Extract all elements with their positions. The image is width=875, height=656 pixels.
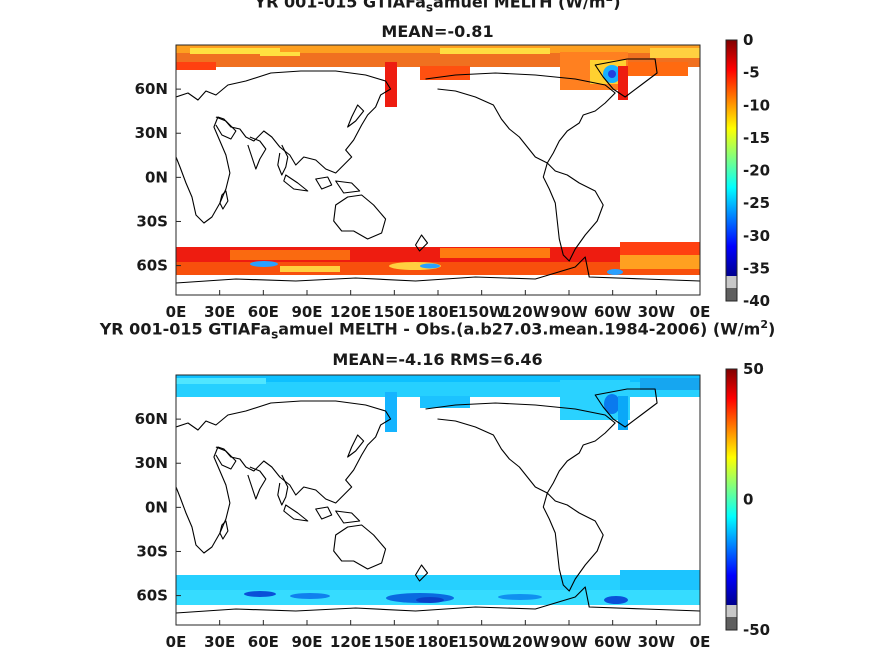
x-tick-label: 120W <box>501 633 549 651</box>
x-tick-label: 120E <box>330 633 372 651</box>
panel2-antarctic-diff-field <box>176 570 700 605</box>
colorbar-tick-label: -35 <box>743 259 770 277</box>
x-tick-label: 0E <box>166 633 187 651</box>
x-tick-label: 150W <box>458 633 506 651</box>
colorbar-tick-label: -10 <box>743 96 770 114</box>
colorbar-tick-label: -20 <box>743 162 770 180</box>
y-tick-label: 0N <box>145 498 168 516</box>
panel2-colorbar <box>725 368 738 631</box>
x-tick-label: 90E <box>291 633 322 651</box>
colorbar-tick-label: 0 <box>743 31 753 49</box>
panel2-y-axis: 60N 30N 0N 30S 60S <box>135 410 181 605</box>
panel2-subtitle: MEAN=-4.16 RMS=6.46 <box>332 350 543 369</box>
panel1-map <box>175 44 701 296</box>
x-tick-label: 150E <box>374 303 416 321</box>
colorbar-tick-label: -30 <box>743 227 770 245</box>
colorbar-tick-label: 50 <box>743 360 764 378</box>
panel2-arctic-diff-field <box>176 375 700 432</box>
x-tick-label: 180E <box>417 303 459 321</box>
x-tick-label: 30E <box>204 303 235 321</box>
x-tick-label: 60W <box>594 633 632 651</box>
y-tick-label: 60S <box>136 257 168 275</box>
x-tick-label: 0E <box>166 303 187 321</box>
x-tick-label: 120E <box>330 303 372 321</box>
x-tick-label: 60W <box>594 303 632 321</box>
panel1-colorbar <box>725 39 738 302</box>
colorbar-tick-label: -5 <box>743 64 760 82</box>
x-tick-label: 180E <box>417 633 459 651</box>
x-tick-label: 30W <box>638 633 676 651</box>
x-tick-label: 0E <box>690 303 711 321</box>
y-tick-label: 30N <box>135 454 168 472</box>
colorbar-tick-label: -25 <box>743 194 770 212</box>
y-tick-label: 30N <box>135 124 168 142</box>
x-tick-label: 60E <box>248 303 279 321</box>
panel2-map <box>175 374 701 626</box>
x-tick-label: 30W <box>638 303 676 321</box>
y-tick-label: 0N <box>145 168 168 186</box>
y-tick-label: 60N <box>135 80 168 98</box>
panel1-colorbar-ticks: 0 -5 -10 -15 -20 -25 -30 -35 -40 <box>743 31 770 310</box>
panel1-antarctic-melt-field <box>176 242 700 275</box>
colorbar-tick-label: 0 <box>743 491 753 509</box>
panel1-title: YR 001-015 GTIAFasamuel MELTH (W/m2) <box>254 0 621 15</box>
y-tick-label: 30S <box>136 542 168 560</box>
x-tick-label: 90E <box>291 303 322 321</box>
y-tick-label: 60S <box>136 587 168 605</box>
panel1-y-axis: 60N 30N 0N 30S 60S <box>135 80 181 275</box>
panel2-colorbar-ticks: 50 0 -50 <box>743 360 770 639</box>
x-tick-label: 90W <box>550 303 588 321</box>
x-tick-label: 0E <box>690 633 711 651</box>
x-tick-label: 30E <box>204 633 235 651</box>
colorbar-tick-label: -15 <box>743 129 770 147</box>
x-tick-label: 60E <box>248 633 279 651</box>
y-tick-label: 30S <box>136 212 168 230</box>
x-tick-label: 150E <box>374 633 416 651</box>
colorbar-tick-label: -50 <box>743 621 770 639</box>
y-tick-label: 60N <box>135 410 168 428</box>
panel2-title: YR 001-015 GTIAFasamuel MELTH - Obs.(a.b… <box>99 318 776 342</box>
x-tick-label: 150W <box>458 303 506 321</box>
panel1-subtitle: MEAN=-0.81 <box>381 22 494 41</box>
x-tick-label: 120W <box>501 303 549 321</box>
x-tick-label: 90W <box>550 633 588 651</box>
colorbar-tick-label: -40 <box>743 292 770 310</box>
panel1-arctic-melt-field <box>176 45 700 107</box>
